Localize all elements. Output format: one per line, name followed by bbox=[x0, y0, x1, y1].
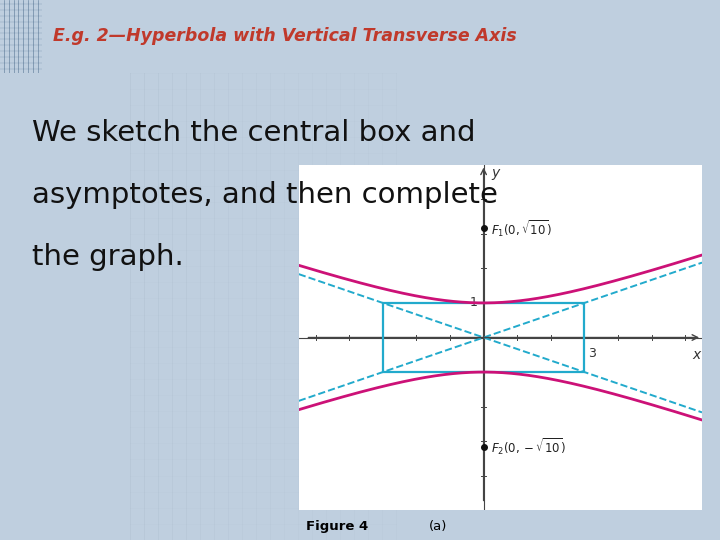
Text: (a): (a) bbox=[428, 520, 447, 533]
Text: 3: 3 bbox=[588, 347, 595, 360]
Text: $F_2(0,-\sqrt{10})$: $F_2(0,-\sqrt{10})$ bbox=[491, 436, 566, 457]
Text: $F_1(0,\sqrt{10})$: $F_1(0,\sqrt{10})$ bbox=[491, 218, 552, 239]
Text: Figure 4: Figure 4 bbox=[306, 520, 368, 533]
Text: x: x bbox=[692, 348, 701, 362]
Text: E.g. 2—Hyperbola with Vertical Transverse Axis: E.g. 2—Hyperbola with Vertical Transvers… bbox=[53, 28, 516, 45]
Text: We sketch the central box and: We sketch the central box and bbox=[32, 119, 476, 147]
Text: 1: 1 bbox=[469, 296, 477, 309]
Text: asymptotes, and then complete: asymptotes, and then complete bbox=[32, 181, 498, 209]
Text: the graph.: the graph. bbox=[32, 243, 184, 271]
Text: y: y bbox=[491, 166, 499, 180]
Bar bbox=[383, 303, 585, 372]
